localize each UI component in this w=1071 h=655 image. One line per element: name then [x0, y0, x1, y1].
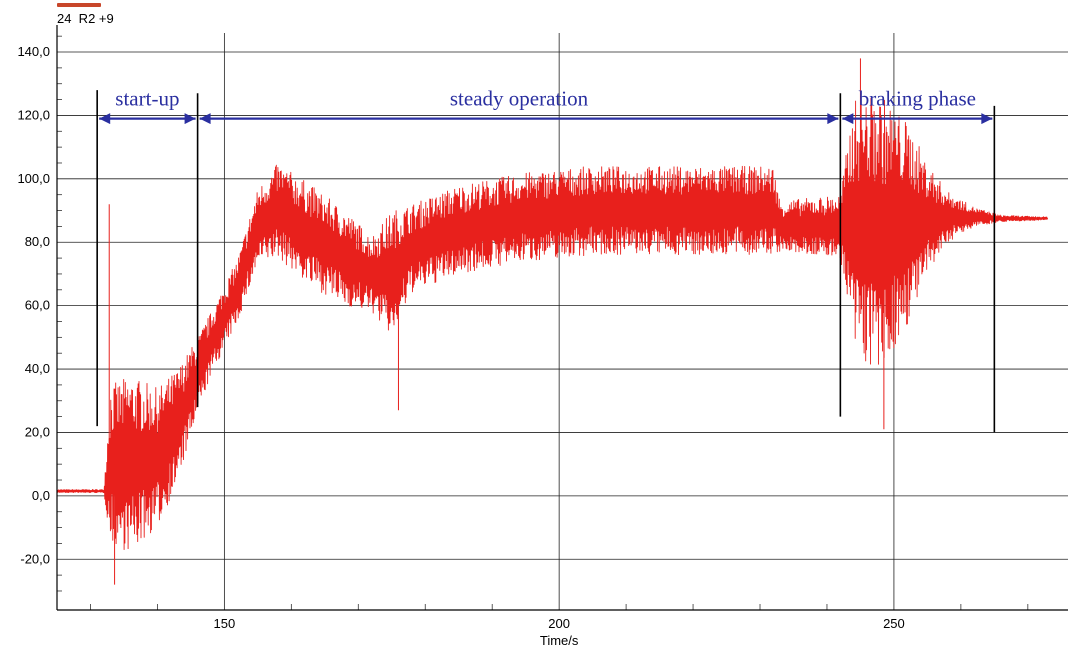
phase-label: start-up	[115, 87, 179, 111]
x-tick-label: 150	[214, 616, 236, 631]
y-tick-label: 100,0	[17, 171, 50, 186]
legend-label: 24 R2 +9	[57, 11, 114, 26]
y-tick-label: 0,0	[32, 488, 50, 503]
series	[56, 97, 1049, 550]
y-tick-label: -20,0	[20, 551, 50, 566]
y-tick-label: 80,0	[25, 234, 50, 249]
y-tick-label: 140,0	[17, 44, 50, 59]
signal-series-line	[56, 97, 1049, 550]
annotations: start-up steady operation braking phase	[96, 87, 996, 433]
phase-label: braking phase	[859, 87, 976, 111]
y-tick-label: 40,0	[25, 361, 50, 376]
x-axis-label: Time/s	[540, 633, 579, 648]
x-tick-label: 200	[548, 616, 570, 631]
y-tick-label: 120,0	[17, 107, 50, 122]
legend: 24 R2 +9	[0, 0, 114, 30]
y-tick-label: 60,0	[25, 298, 50, 313]
axes: -20,0 0,0 20,0 40,0 60,0 80,0 100,0 120,0 140,0 1…	[17, 25, 1068, 631]
legend-swatch	[57, 3, 101, 7]
spikes	[108, 58, 885, 585]
x-tick-label: 250	[883, 616, 905, 631]
y-tick-label: 20,0	[25, 424, 50, 439]
phase-label: steady operation	[450, 87, 589, 111]
